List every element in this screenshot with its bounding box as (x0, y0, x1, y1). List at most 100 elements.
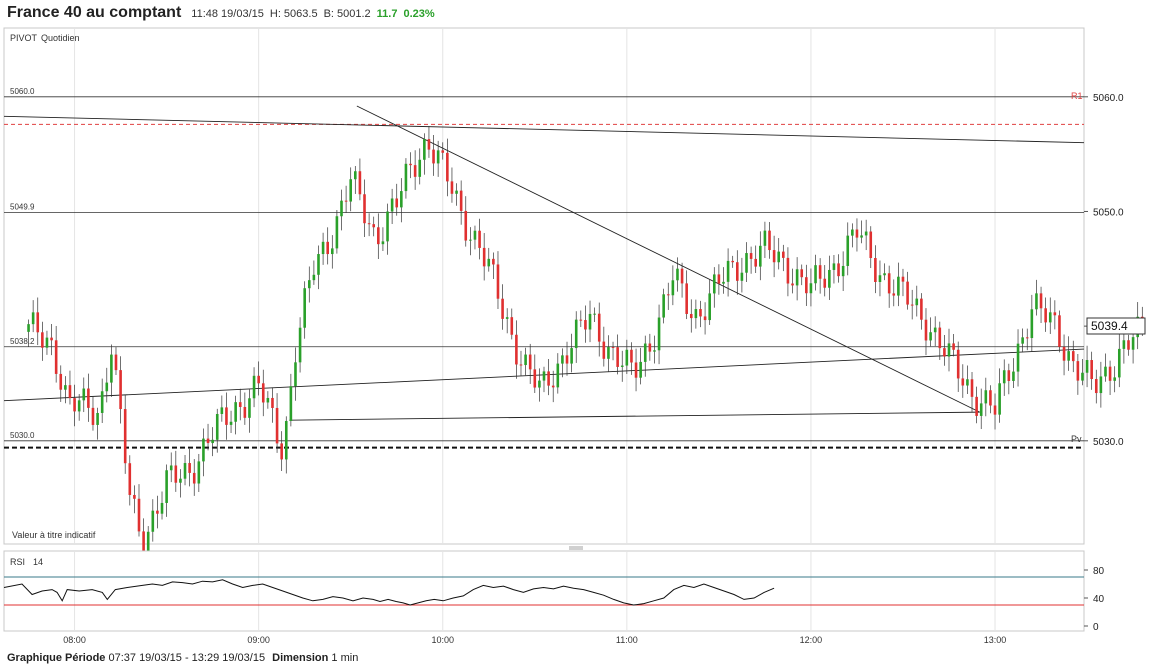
candle-body (119, 370, 122, 410)
time-tick-label: 09:00 (247, 635, 270, 645)
candle-body (689, 313, 693, 319)
candle-body (321, 241, 325, 255)
candle-body (284, 420, 288, 460)
candle-body (984, 390, 988, 404)
time-tick-label: 10:00 (431, 635, 454, 645)
candle-body (100, 391, 104, 413)
period-value: 07:37 19/03/15 - 13:29 19/03/15 (108, 652, 266, 664)
candlesticks (27, 126, 1144, 570)
candle-body (528, 354, 532, 370)
candle-body (436, 150, 440, 164)
candle-body (340, 200, 343, 217)
candle-body (579, 319, 583, 321)
rsi-tick-label: 0 (1093, 622, 1099, 633)
candle-body (588, 313, 592, 330)
candle-body (671, 280, 675, 296)
candle-body (372, 224, 376, 228)
candle-body (142, 531, 145, 556)
candle-body (307, 280, 311, 289)
candle-body (910, 304, 914, 306)
chart-header: France 40 au comptant 11:48 19/03/15 H: … (7, 4, 441, 24)
trendline (356, 105, 980, 413)
candle-body (469, 239, 472, 241)
candle-body (892, 293, 896, 296)
candle-body (41, 332, 44, 348)
candle-body (938, 327, 942, 349)
candle-body (561, 355, 564, 364)
price-tick-label: 5060.0 (1093, 93, 1124, 104)
candle-body (1039, 293, 1043, 309)
candle-body (547, 371, 550, 386)
time-axis: 08:00 09:00 10:00 11:00 12:00 13:00 (63, 635, 1006, 645)
candle-body (312, 274, 316, 281)
candle-body (229, 421, 233, 425)
level-labels: 5060.0 5049.9 5038.2 5030.0 (10, 87, 35, 440)
candle-body (874, 258, 877, 282)
candle-body (160, 502, 164, 514)
candle-body (492, 258, 495, 265)
candle-body (625, 349, 629, 366)
quote-time: 11:48 19/03/15 (191, 8, 264, 20)
candle-body (814, 265, 817, 284)
candle-body (818, 265, 822, 279)
candle-body (202, 438, 205, 462)
candle-body (464, 210, 468, 241)
candle-body (409, 163, 412, 166)
candle-body (423, 139, 426, 160)
chart-footer: Graphique Période 07:37 19/03/15 - 13:29… (7, 652, 362, 664)
candle-body (243, 406, 247, 418)
candle-body (524, 354, 527, 366)
rsi-levels (4, 576, 1084, 606)
candle-body (685, 283, 688, 314)
candle-body (289, 386, 293, 421)
candle-body (1085, 360, 1089, 373)
candle-body (487, 258, 491, 267)
candle-body (271, 397, 274, 408)
candle-body (538, 380, 541, 388)
candle-body (220, 407, 224, 414)
candle-body (137, 498, 141, 532)
r1-label: R1 (1071, 91, 1083, 101)
candle-body (73, 398, 76, 412)
candle-body (1067, 351, 1070, 361)
candle-body (1104, 366, 1107, 377)
time-tick-label: 12:00 (800, 635, 823, 645)
session-high: H: 5063.5 (269, 8, 318, 20)
candle-body (174, 465, 178, 483)
instrument-title: France 40 au comptant (7, 4, 182, 21)
candle-body (298, 327, 302, 363)
candle-body (731, 260, 734, 263)
candle-body (929, 332, 932, 341)
candle-body (169, 465, 173, 471)
level-label: 5038.2 (10, 337, 35, 346)
candle-body (805, 277, 808, 294)
candle-body (782, 251, 785, 258)
candle-body (50, 337, 53, 341)
candle-body (666, 294, 670, 296)
candle-body (722, 281, 725, 284)
panel-resize-handle[interactable] (569, 546, 583, 550)
candle-body (998, 383, 1001, 415)
candle-body (386, 211, 389, 242)
price-tick-label: 5030.0 (1093, 437, 1124, 448)
candle-body (128, 463, 132, 495)
candle-body (515, 334, 518, 365)
candle-body (786, 257, 790, 284)
candle-body (510, 317, 514, 335)
candle-body (303, 288, 306, 328)
level-label: 5060.0 (10, 87, 35, 96)
dimension-value: 1 min (331, 652, 359, 664)
candle-body (404, 163, 408, 192)
candle-body (179, 478, 182, 483)
candle-body (257, 375, 260, 384)
candle-body (114, 354, 118, 371)
last-price-value: 5039.4 (1091, 319, 1128, 333)
candle-body (901, 276, 905, 282)
candle-body (952, 343, 955, 350)
candle-body (294, 362, 297, 387)
candle-body (680, 268, 684, 284)
candle-body (1016, 343, 1020, 372)
candle-body (754, 258, 758, 267)
candle-body (77, 400, 81, 412)
